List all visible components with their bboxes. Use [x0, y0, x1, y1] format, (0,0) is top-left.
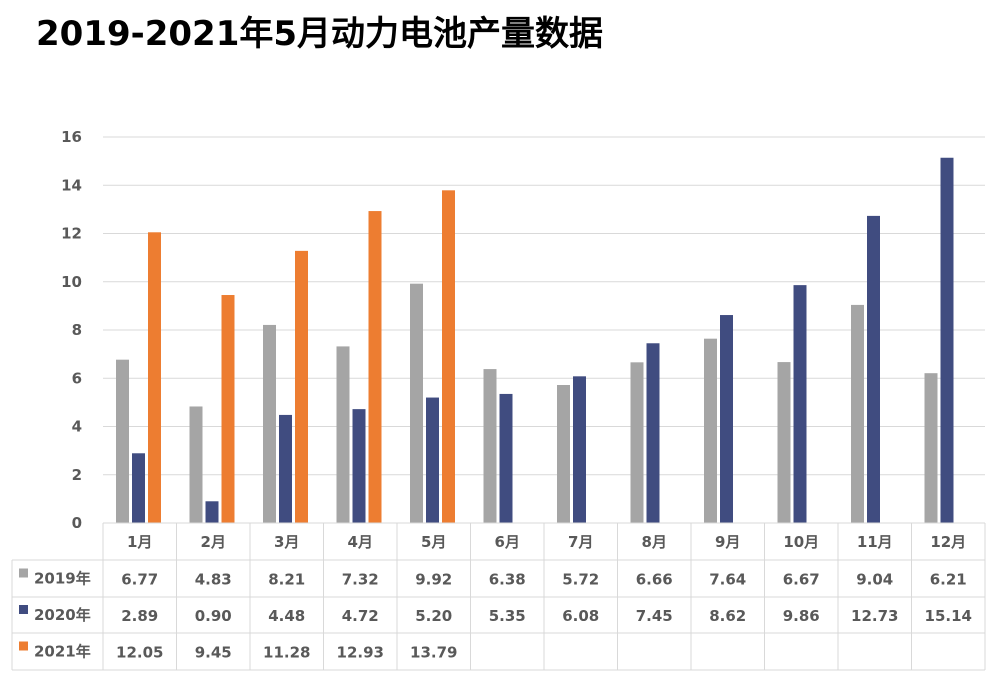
legend-label: 2019年: [34, 570, 91, 588]
bar-2021-2: [221, 295, 235, 523]
bar-2019-9: [704, 338, 717, 523]
bar-2021-3: [295, 250, 308, 523]
data-table-cell: 6.38: [489, 571, 526, 589]
data-table-cell: 6.21: [930, 571, 967, 589]
y-tick-label: 8: [72, 321, 82, 339]
x-category-label: 10月: [783, 533, 819, 551]
x-category-label: 6月: [495, 533, 520, 551]
x-category-label: 4月: [348, 533, 373, 551]
x-category-label: 5月: [421, 533, 446, 551]
data-table-cell: 4.48: [268, 607, 305, 625]
bar-2019-1: [116, 359, 129, 523]
data-table-cell: 6.67: [783, 571, 820, 589]
data-table-cell: 8.21: [268, 571, 305, 589]
data-table-cell: 12.73: [851, 607, 898, 625]
bar-2020-6: [499, 393, 513, 523]
bar-2019-5: [410, 283, 423, 523]
bar-2020-2: [205, 501, 219, 523]
data-table-cell: 7.64: [709, 571, 746, 589]
bar-2019-6: [483, 369, 497, 523]
bar-2019-4: [336, 346, 350, 523]
data-table-cell: 9.86: [783, 607, 820, 625]
x-category-label: 3月: [274, 533, 299, 551]
bar-2019-12: [924, 373, 938, 523]
bar-2020-5: [426, 397, 439, 523]
bar-2020-11: [867, 215, 880, 524]
data-table-cell: 13.79: [410, 644, 457, 662]
y-tick-label: 4: [72, 418, 82, 436]
chart-title: 2019-2021年5月动力电池产量数据: [36, 14, 604, 54]
x-category-label: 2月: [201, 533, 226, 551]
x-category-label: 9月: [715, 533, 740, 551]
bar-2019-11: [851, 304, 864, 523]
legend-swatch-2020: [19, 605, 28, 614]
y-tick-label: 6: [72, 369, 82, 387]
bar-2020-8: [646, 343, 660, 523]
bar-2020-1: [132, 453, 145, 523]
y-tick-label: 12: [61, 225, 82, 243]
x-category-label: 8月: [642, 533, 667, 551]
data-table-cell: 5.20: [415, 607, 452, 625]
data-table-cell: 7.45: [636, 607, 673, 625]
bar-2020-9: [720, 315, 733, 523]
data-table-cell: 12.93: [337, 644, 384, 662]
legend-swatch-2019: [19, 568, 28, 578]
y-tick-label: 10: [61, 273, 82, 291]
bar-2020-10: [793, 285, 807, 523]
data-table-cell: 15.14: [925, 607, 972, 625]
bar-2020-3: [279, 414, 292, 523]
data-table-cell: 9.04: [856, 571, 893, 589]
data-table-cell: 12.05: [116, 644, 163, 662]
data-table-cell: 8.62: [709, 607, 746, 625]
data-table-cell: 7.32: [342, 571, 379, 589]
y-tick-label: 14: [61, 176, 82, 194]
bar-2019-8: [630, 362, 644, 523]
data-table-cell: 4.83: [195, 571, 232, 589]
bar-2019-10: [777, 362, 791, 523]
data-table-cell: 6.66: [636, 571, 673, 589]
x-category-label: 12月: [930, 533, 966, 551]
x-category-label: 1月: [127, 533, 152, 551]
bar-2019-3: [263, 324, 276, 523]
data-table-cell: 5.72: [562, 571, 599, 589]
data-table-cell: 9.92: [415, 571, 452, 589]
x-category-label: 11月: [857, 533, 893, 551]
data-table-cell: 4.72: [342, 607, 379, 625]
data-table-cell: 6.08: [562, 607, 599, 625]
x-category-label: 7月: [568, 533, 593, 551]
data-table-cell: 11.28: [263, 644, 310, 662]
bar-2021-1: [148, 232, 161, 523]
y-tick-label: 16: [61, 128, 82, 146]
data-table-cell: 9.45: [195, 644, 232, 662]
bar-2020-4: [352, 409, 366, 523]
y-tick-label: 0: [72, 514, 82, 532]
bar-2020-12: [940, 157, 954, 523]
legend-label: 2020年: [34, 606, 91, 624]
bar-2019-7: [557, 385, 570, 523]
data-table-cell: 0.90: [195, 607, 232, 625]
legend-swatch-2021: [19, 641, 28, 651]
legend-label: 2021年: [34, 643, 91, 661]
bar-2021-5: [442, 190, 455, 523]
bar-2020-7: [573, 376, 586, 523]
bar-2021-4: [368, 211, 382, 523]
y-tick-label: 2: [72, 466, 82, 484]
data-table-cell: 6.77: [121, 571, 158, 589]
data-table-cell: 2.89: [121, 607, 158, 625]
data-table-cell: 5.35: [489, 607, 526, 625]
bar-2019-2: [189, 406, 203, 523]
